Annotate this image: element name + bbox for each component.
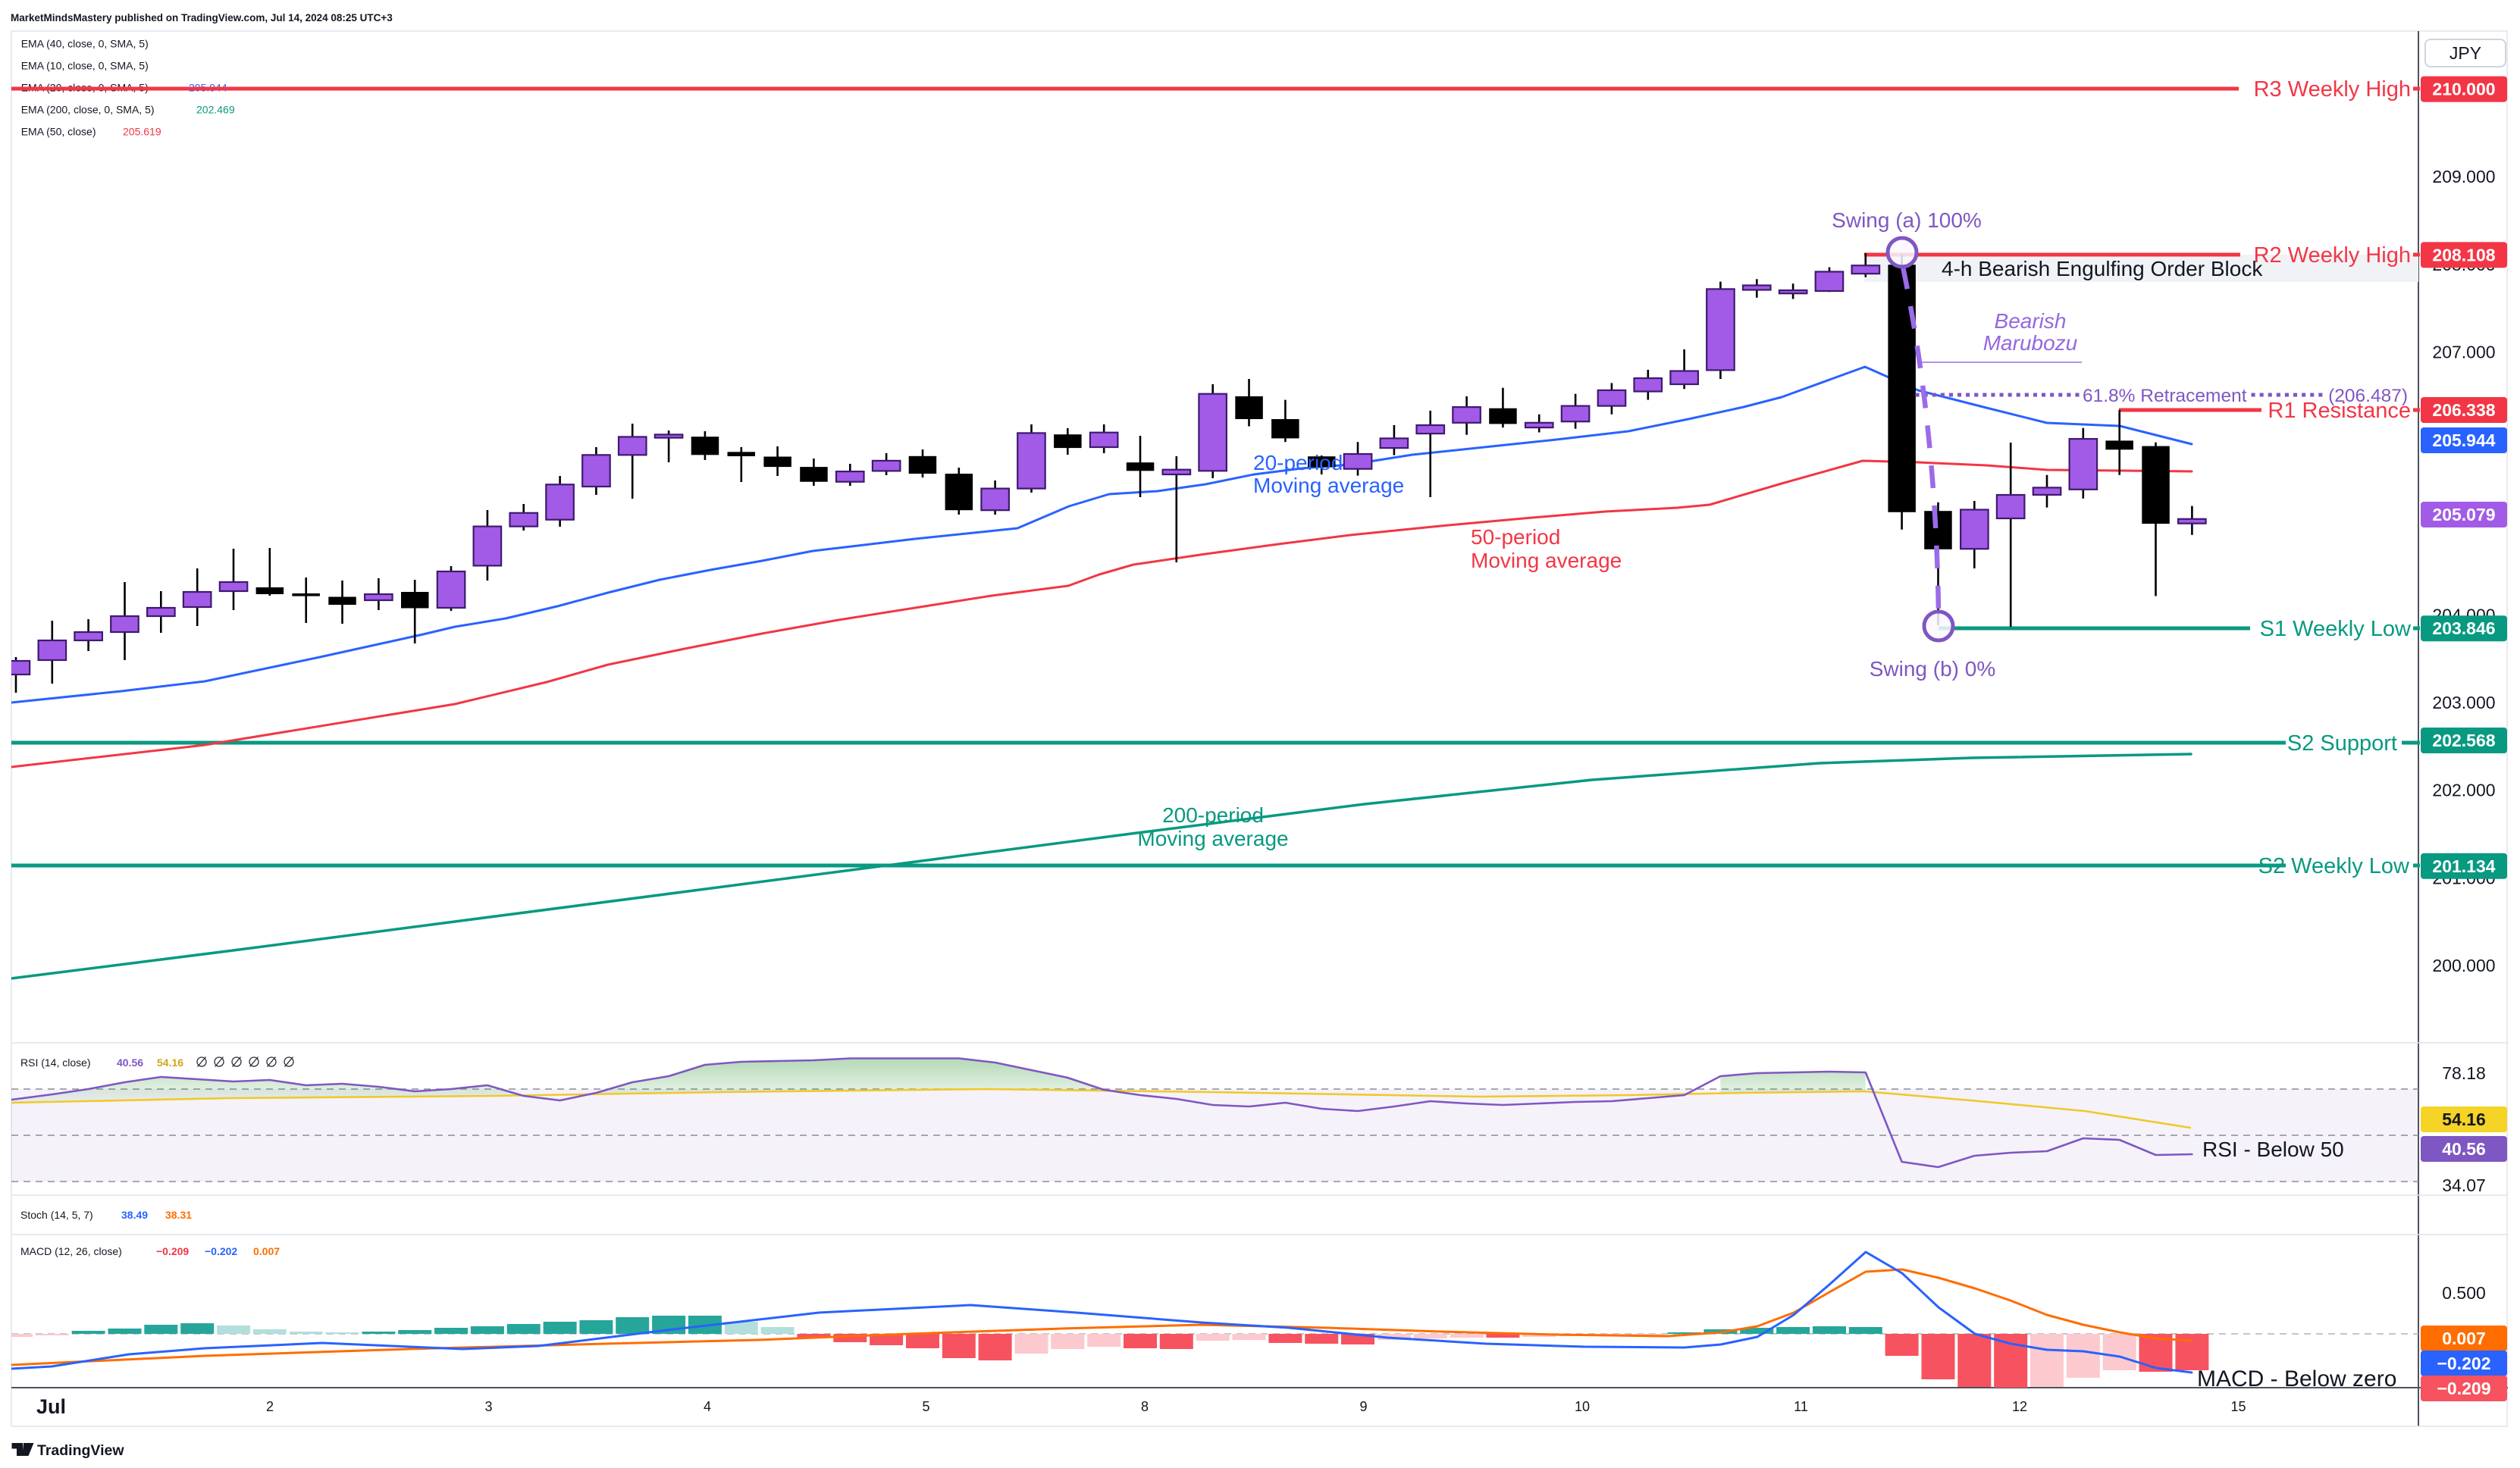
svg-text:38.49: 38.49	[121, 1209, 148, 1221]
svg-text:MarketMindsMastery published o: MarketMindsMastery published on TradingV…	[11, 12, 393, 23]
svg-text:S1 Weekly Low: S1 Weekly Low	[2260, 617, 2412, 641]
svg-text:EMA (50, close): EMA (50, close)	[21, 126, 96, 138]
svg-text:10: 10	[1575, 1399, 1590, 1414]
svg-text:11: 11	[1794, 1399, 1808, 1414]
svg-text:2: 2	[266, 1399, 274, 1414]
svg-text:34.07: 34.07	[2442, 1175, 2486, 1195]
svg-text:38.31: 38.31	[165, 1209, 192, 1221]
svg-text:203.000: 203.000	[2432, 693, 2495, 712]
svg-text:50-period: 50-period	[1471, 525, 1560, 549]
svg-text:−0.209: −0.209	[156, 1245, 189, 1257]
svg-text:RSI - Below 50: RSI - Below 50	[2202, 1138, 2344, 1161]
svg-text:202.469: 202.469	[196, 104, 235, 116]
svg-text:5: 5	[922, 1399, 929, 1414]
svg-text:R3 Weekly High: R3 Weekly High	[2254, 77, 2411, 102]
svg-text:205.079: 205.079	[2432, 505, 2495, 524]
svg-text:EMA (10, close, 0, SMA, 5): EMA (10, close, 0, SMA, 5)	[21, 60, 149, 72]
svg-text:4-h Bearish Engulfing Order Bl: 4-h Bearish Engulfing Order Block	[1942, 257, 2263, 280]
svg-text:R1 Resistance: R1 Resistance	[2268, 399, 2411, 423]
svg-text:12: 12	[2012, 1399, 2027, 1414]
svg-text:61.8% Retracement: 61.8% Retracement	[2083, 386, 2247, 406]
svg-text:205.944: 205.944	[2432, 430, 2495, 450]
svg-text:20-period: 20-period	[1253, 451, 1343, 474]
svg-text:40.56: 40.56	[117, 1056, 143, 1069]
svg-text:(206.487): (206.487)	[2328, 386, 2408, 406]
svg-text:54.16: 54.16	[157, 1056, 183, 1069]
svg-text:−0.209: −0.209	[2437, 1379, 2491, 1398]
svg-text:0.500: 0.500	[2442, 1283, 2486, 1303]
svg-text:S2 Weekly Low: S2 Weekly Low	[2258, 854, 2410, 878]
svg-text:Bearish: Bearish	[1995, 309, 2067, 333]
svg-text:15: 15	[2230, 1399, 2246, 1414]
svg-text:0.007: 0.007	[2442, 1329, 2486, 1348]
svg-text:203.846: 203.846	[2432, 618, 2495, 638]
svg-text:MACD - Below zero: MACD - Below zero	[2197, 1366, 2396, 1391]
svg-text:9: 9	[1359, 1399, 1367, 1414]
svg-text:206.338: 206.338	[2432, 400, 2495, 420]
svg-text:JPY: JPY	[2449, 43, 2481, 63]
svg-text:EMA (200, close, 0, SMA, 5): EMA (200, close, 0, SMA, 5)	[21, 104, 155, 116]
svg-text:Marubozu: Marubozu	[1983, 331, 2078, 355]
svg-text:202.000: 202.000	[2432, 781, 2495, 800]
svg-text:210.000: 210.000	[2432, 80, 2495, 99]
svg-text:78.18: 78.18	[2442, 1063, 2486, 1083]
svg-text:MACD (12, 26, close): MACD (12, 26, close)	[20, 1245, 122, 1257]
svg-text:208.108: 208.108	[2432, 245, 2495, 264]
svg-text:Jul: Jul	[36, 1395, 66, 1418]
svg-text:200-period: 200-period	[1162, 803, 1264, 827]
svg-text:Moving average: Moving average	[1137, 827, 1288, 850]
svg-text:205.619: 205.619	[123, 126, 161, 138]
svg-text:EMA (40, close, 0, SMA, 5): EMA (40, close, 0, SMA, 5)	[21, 38, 149, 50]
svg-text:8: 8	[1141, 1399, 1149, 1414]
svg-text:RSI (14, close): RSI (14, close)	[20, 1056, 91, 1069]
svg-text:207.000: 207.000	[2432, 343, 2495, 362]
svg-text:S2 Support: S2 Support	[2287, 731, 2397, 756]
svg-text:40.56: 40.56	[2442, 1139, 2486, 1159]
svg-text:Moving average: Moving average	[1471, 549, 1622, 572]
svg-text:Moving average: Moving average	[1253, 474, 1404, 497]
svg-text:−0.202: −0.202	[205, 1245, 237, 1257]
svg-text:Swing (b) 0%: Swing (b) 0%	[1870, 657, 1996, 681]
svg-text:4: 4	[704, 1399, 711, 1414]
svg-text:Swing (a) 100%: Swing (a) 100%	[1832, 208, 1982, 232]
svg-text:R2 Weekly High: R2 Weekly High	[2254, 243, 2411, 268]
svg-text:200.000: 200.000	[2432, 956, 2495, 975]
svg-text:0.007: 0.007	[253, 1245, 280, 1257]
svg-text:54.16: 54.16	[2442, 1110, 2486, 1129]
svg-text:−0.202: −0.202	[2437, 1354, 2491, 1373]
svg-text:Stoch (14, 5, 7): Stoch (14, 5, 7)	[20, 1209, 93, 1221]
svg-text:209.000: 209.000	[2432, 167, 2495, 186]
svg-text:TradingView: TradingView	[37, 1442, 124, 1459]
svg-text:202.568: 202.568	[2432, 731, 2495, 750]
svg-text:201.134: 201.134	[2432, 856, 2495, 876]
svg-text:3: 3	[484, 1399, 492, 1414]
